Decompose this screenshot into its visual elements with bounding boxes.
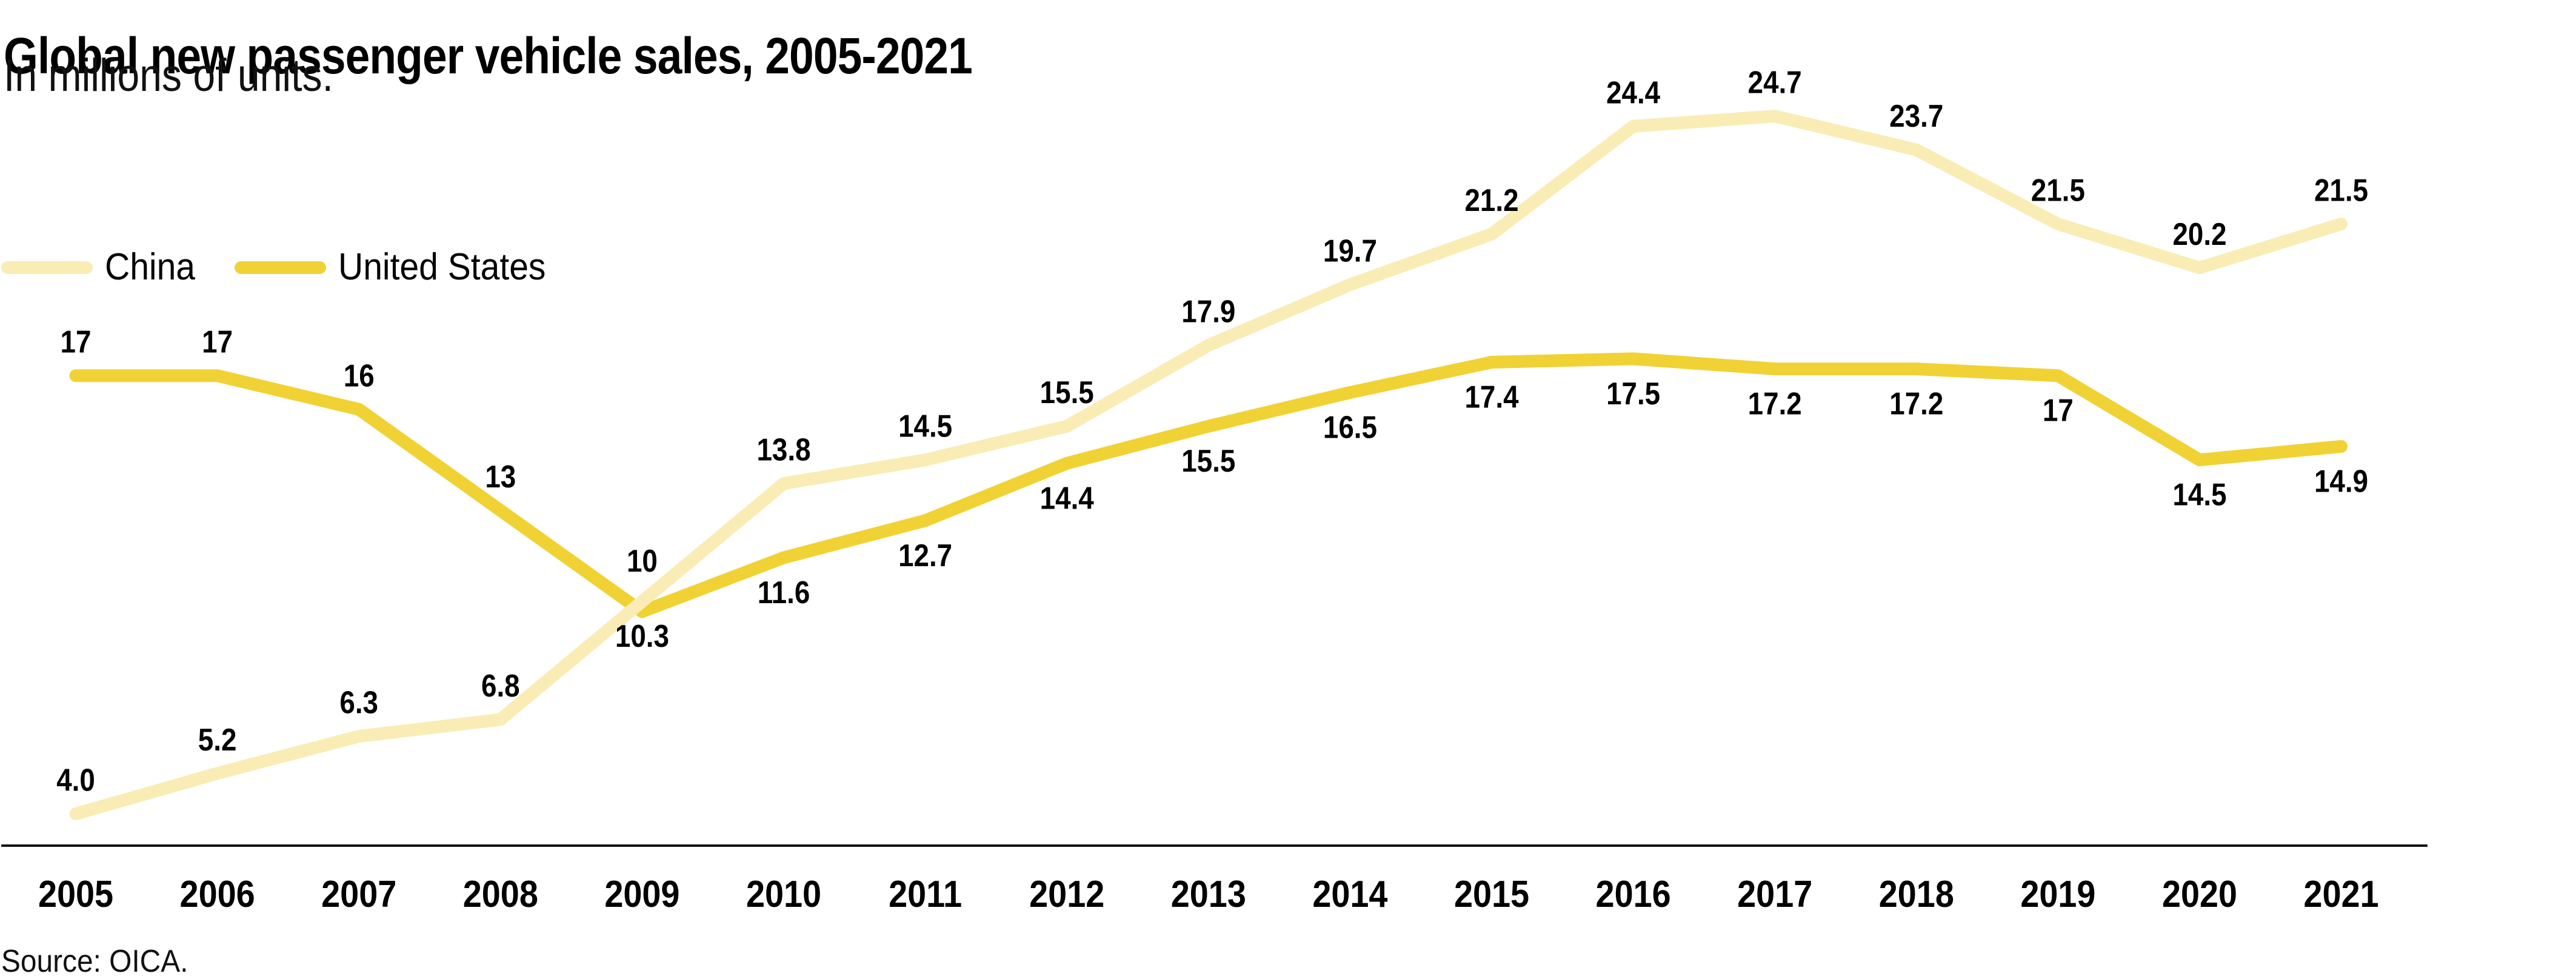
china-line — [69, 110, 2348, 820]
source-note: Source: OICA. — [1, 944, 189, 979]
x-axis-label-2008: 2008 — [463, 874, 538, 915]
x-axis-label-2007: 2007 — [321, 874, 396, 915]
x-axis-label-2005: 2005 — [38, 874, 113, 915]
page-subtitle: In millions of units. — [4, 50, 333, 101]
china-value-label-2021: 21.5 — [2314, 173, 2368, 208]
china-value-label-2017: 24.7 — [1748, 65, 1802, 100]
united-states-value-label-2011: 12.7 — [898, 538, 952, 573]
united-states-line — [69, 352, 2348, 618]
legend-label-china: China — [105, 246, 196, 288]
x-axis-label-2017: 2017 — [1737, 874, 1812, 915]
x-axis-label-2015: 2015 — [1454, 874, 1529, 915]
x-axis-label-2012: 2012 — [1029, 874, 1104, 915]
x-axis-label-2010: 2010 — [746, 874, 821, 915]
united-states-value-label-2009: 10 — [627, 544, 658, 578]
chart-legend: China United States — [1, 245, 564, 290]
x-axis-label-2019: 2019 — [2020, 874, 2095, 915]
china-value-label-2010: 13.8 — [756, 433, 810, 467]
china-value-label-2020: 20.2 — [2172, 217, 2226, 252]
china-value-label-2008: 6.8 — [481, 669, 520, 703]
x-axis-label-2016: 2016 — [1596, 874, 1671, 915]
united-states-value-label-2008: 13 — [485, 459, 516, 494]
china-value-label-2005: 4.0 — [56, 763, 95, 798]
united-states-value-label-2006: 17 — [202, 325, 233, 359]
united-states-value-label-2020: 14.5 — [2172, 478, 2226, 512]
china-value-label-2019: 21.5 — [2031, 173, 2085, 208]
china-value-label-2013: 17.9 — [1181, 295, 1235, 329]
united-states-value-label-2017: 17.2 — [1748, 387, 1802, 421]
united-states-value-label-2019: 17 — [2043, 393, 2074, 428]
china-value-label-2011: 14.5 — [898, 409, 952, 444]
china-value-label-2012: 15.5 — [1040, 375, 1094, 410]
united-states-value-label-2021: 14.9 — [2314, 464, 2368, 499]
x-axis-label-2021: 2021 — [2304, 874, 2379, 915]
united-states-value-label-2005: 17 — [61, 325, 92, 359]
page-title: Global new passenger vehicle sales, 2005… — [4, 27, 973, 85]
legend-item-united-states: United States — [235, 249, 564, 286]
china-value-label-2009: 10.3 — [615, 620, 669, 654]
united-states-value-label-2016: 17.5 — [1606, 376, 1660, 411]
united-states-value-label-2007: 16 — [344, 359, 375, 393]
united-states-value-label-2018: 17.2 — [1889, 387, 1943, 421]
x-axis-label-2006: 2006 — [180, 874, 255, 915]
united-states-value-label-2010: 11.6 — [758, 575, 810, 610]
china-value-label-2015: 21.2 — [1464, 184, 1518, 218]
united-states-line-swatch — [235, 261, 326, 274]
china-value-label-2006: 5.2 — [198, 723, 237, 757]
legend-item-china: China — [1, 249, 203, 286]
china-value-label-2018: 23.7 — [1889, 99, 1943, 134]
x-axis-label-2009: 2009 — [604, 874, 679, 915]
united-states-value-label-2014: 16.5 — [1323, 410, 1377, 445]
china-value-label-2016: 24.4 — [1606, 76, 1660, 110]
united-states-value-label-2013: 15.5 — [1181, 444, 1235, 478]
united-states-value-label-2012: 14.4 — [1040, 481, 1094, 516]
x-axis-label-2014: 2014 — [1312, 874, 1387, 915]
china-value-label-2007: 6.3 — [339, 686, 378, 720]
x-axis-label-2018: 2018 — [1879, 874, 1954, 915]
x-axis-label-2020: 2020 — [2162, 874, 2237, 915]
china-line-swatch — [1, 261, 93, 274]
x-axis-label-2011: 2011 — [889, 874, 962, 915]
united-states-value-label-2015: 17.4 — [1464, 380, 1518, 415]
x-axis-label-2013: 2013 — [1171, 874, 1246, 915]
legend-label-united-states: United States — [338, 246, 546, 288]
china-value-label-2014: 19.7 — [1323, 234, 1377, 269]
